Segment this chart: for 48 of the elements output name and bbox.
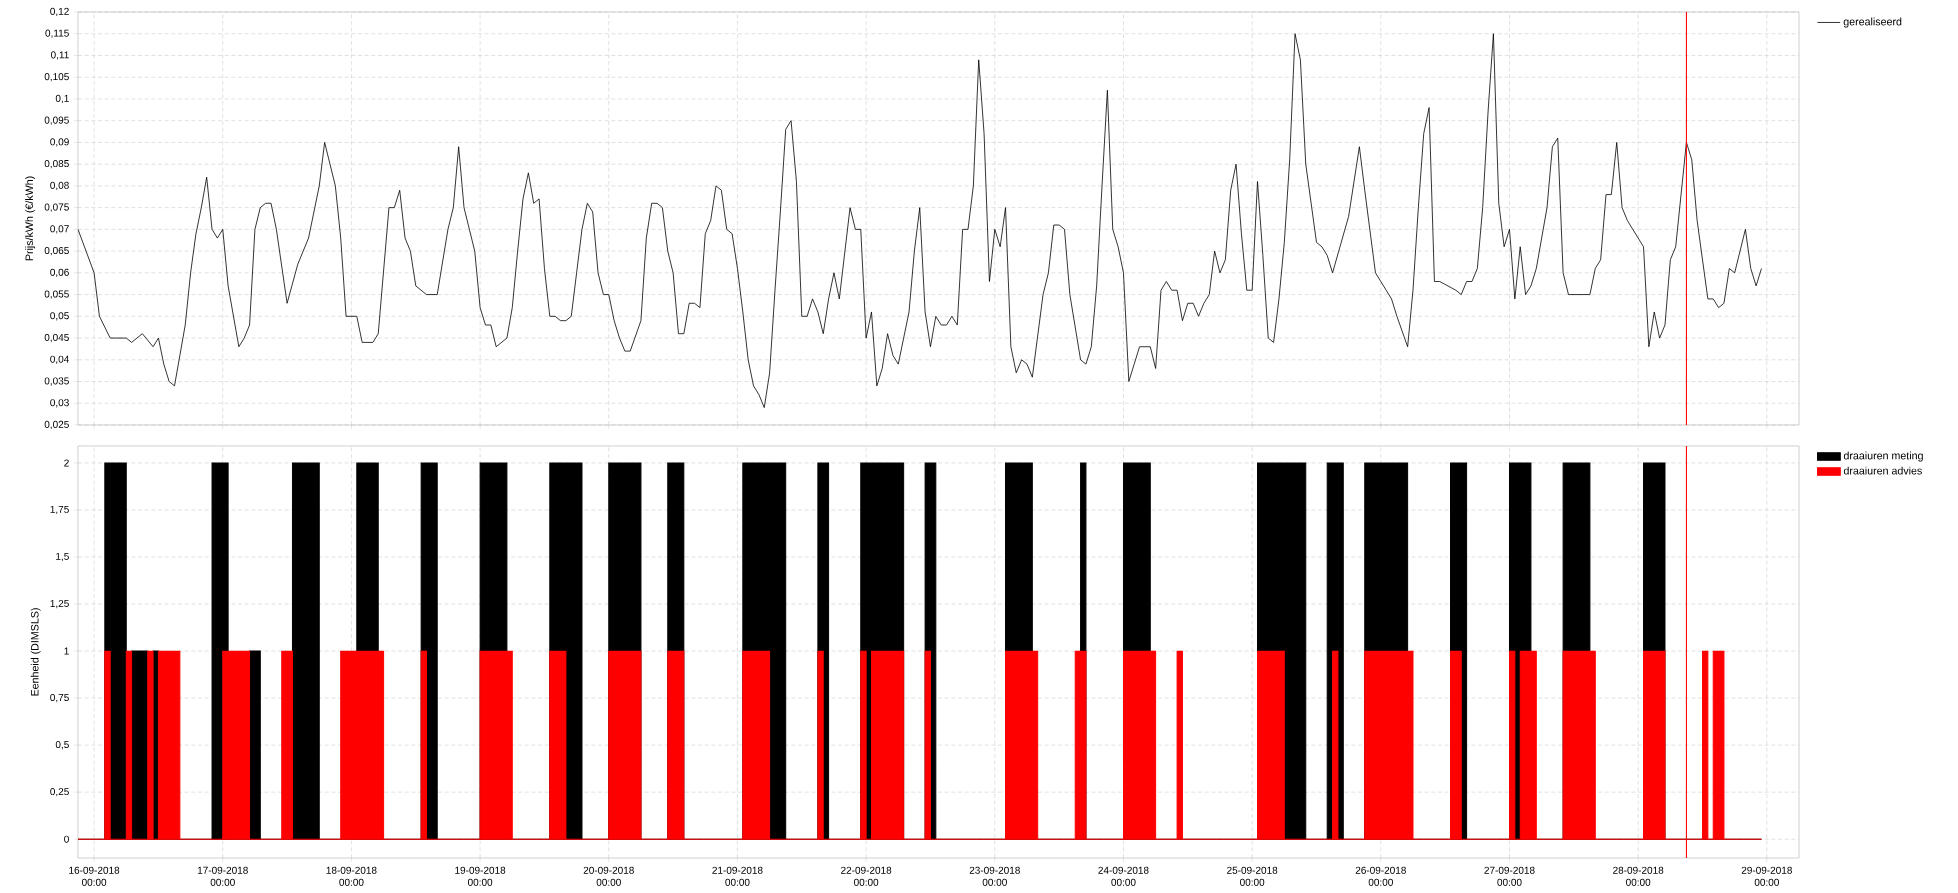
y-tick-label: 0,045 <box>44 333 69 343</box>
y-tick-label: 0,1 <box>55 94 69 104</box>
x-tick-label: 24-09-2018 00:00 <box>1098 866 1149 886</box>
y-tick-label: 0,25 <box>50 788 69 797</box>
y-tick-label: 0,105 <box>44 73 69 82</box>
y-tick-label: 0,025 <box>44 420 69 430</box>
y-tick-label: 0,075 <box>44 203 69 212</box>
y-tick-label: 1 <box>64 647 69 655</box>
y-tick-label: 0,085 <box>44 160 69 169</box>
y-tick-label: 0,07 <box>50 225 69 234</box>
y-tick-label: 2 <box>64 459 69 467</box>
x-tick-label: 18-09-2018 00:00 <box>326 866 377 886</box>
y-tick-label: 0,055 <box>44 290 69 299</box>
y-axis-title: Prijs/kWh (€/kWh) <box>25 176 36 261</box>
y-tick-label: 0,095 <box>44 116 69 125</box>
y-tick-label: 0,03 <box>50 399 69 408</box>
x-tick-label: 19-09-2018 00:00 <box>455 866 506 886</box>
y-tick-label: 0,04 <box>50 355 69 364</box>
y-tick-label: 0 <box>64 835 69 843</box>
y-tick-label: 0,09 <box>50 138 69 147</box>
x-tick-label: 17-09-2018 00:00 <box>197 866 248 886</box>
y-tick-label: 0,065 <box>44 246 69 256</box>
legend-label: gerealiseerd <box>1843 17 1902 28</box>
y-tick-label: 0,11 <box>50 51 69 60</box>
y-tick-label: 0,5 <box>55 740 69 750</box>
y-tick-label: 0,08 <box>50 181 69 191</box>
legend-label: draaiuren meting <box>1843 451 1923 462</box>
x-tick-label: 27-09-2018 00:00 <box>1484 866 1535 886</box>
y-axis-title: Eenheid (DIMSLS) <box>30 608 41 696</box>
legend-label: draaiuren advies <box>1843 466 1922 475</box>
x-tick-label: 23-09-2018 00:00 <box>969 866 1020 886</box>
x-tick-label: 29-09-2018 00:00 <box>1741 866 1792 886</box>
y-tick-label: 0,115 <box>45 29 69 38</box>
y-tick-label: 0,035 <box>44 377 69 386</box>
y-tick-label: 1,25 <box>50 599 69 609</box>
x-tick-label: 21-09-2018 00:00 <box>712 866 763 886</box>
y-tick-label: 1,5 <box>56 552 69 562</box>
y-tick-label: 0,06 <box>50 268 69 277</box>
y-tick-label: 0,75 <box>50 693 69 703</box>
y-tick-label: 0,05 <box>50 312 69 321</box>
y-tick-label: 0,12 <box>50 7 69 17</box>
x-tick-label: 16-09-2018 00:00 <box>69 866 120 886</box>
x-tick-label: 25-09-2018 00:00 <box>1227 866 1278 886</box>
x-tick-label: 26-09-2018 00:00 <box>1355 866 1406 886</box>
x-tick-label: 22-09-2018 00:00 <box>841 866 892 886</box>
y-tick-label: 1,75 <box>50 505 69 515</box>
x-tick-label: 28-09-2018 00:00 <box>1613 866 1664 886</box>
x-tick-label: 20-09-2018 00:00 <box>583 866 634 886</box>
